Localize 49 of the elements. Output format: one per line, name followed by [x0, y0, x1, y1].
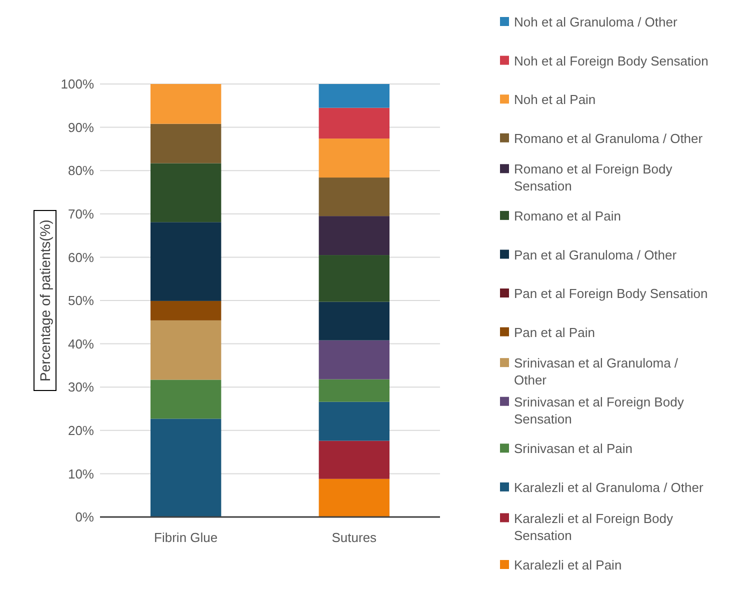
legend-label: Noh et al Foreign Body Sensation	[514, 53, 708, 68]
y-tick-label: 60%	[68, 250, 94, 265]
bar	[318, 340, 390, 380]
bar	[150, 124, 222, 164]
legend-label: Pan et al Pain	[514, 324, 595, 340]
y-axis-title: Percentage of patients(%)	[36, 220, 53, 382]
bar	[318, 108, 390, 139]
legend-label: Srinivasan et al Granuloma / Other	[514, 356, 678, 388]
legend-label: Romano et al Pain	[514, 208, 621, 224]
bar	[150, 380, 222, 419]
y-tick-label: 100%	[60, 76, 94, 92]
bar	[318, 440, 390, 479]
legend-label: Pan et al Granuloma / Other	[514, 247, 678, 262]
y-tick-label: 90%	[68, 120, 94, 135]
legend-label: Srinivasan et al Pain	[514, 441, 633, 456]
bar	[318, 302, 390, 340]
y-tick-label: 40%	[68, 336, 94, 352]
bar	[318, 402, 390, 441]
bar	[318, 379, 390, 402]
legend-label: Pan et al Foreign Body Sensation	[514, 286, 708, 302]
y-tick-label: 30%	[68, 380, 94, 395]
legend-label: Romano et al Granuloma / Other	[514, 130, 704, 146]
y-tick-label: 10%	[68, 466, 94, 482]
x-tick-label: Fibrin Glue	[154, 530, 218, 546]
bar	[318, 478, 390, 517]
y-tick-label: 80%	[68, 163, 94, 178]
y-tick-label: 0%	[75, 510, 94, 525]
bar	[318, 178, 390, 216]
y-tick-label: 50%	[68, 293, 94, 308]
y-tick-label: 70%	[68, 206, 94, 222]
legend-label: Noh et al Pain	[514, 92, 596, 108]
legend-label: Romano et al Foreign Body Sensation	[514, 162, 673, 194]
bar	[150, 84, 222, 124]
legend-label: Karalezli et al Pain	[514, 558, 622, 573]
bar	[150, 320, 222, 380]
bar	[150, 300, 222, 320]
y-tick-label: 20%	[68, 422, 94, 438]
x-tick-label: Sutures	[332, 530, 378, 546]
bar	[150, 163, 222, 222]
legend-label: Karalezli et al Granuloma / Other	[514, 480, 704, 495]
bar	[150, 222, 222, 301]
bar	[318, 138, 390, 178]
legend-label: Karalezli et al Foreign Body Sensation	[514, 510, 674, 543]
legend-label: Srinivasan et al Foreign Body Sensation	[514, 394, 684, 426]
bar	[318, 255, 390, 302]
bar	[318, 84, 390, 108]
bar	[150, 418, 222, 517]
legend-label: Noh et al Granuloma / Other	[514, 14, 678, 30]
bar	[318, 216, 390, 256]
